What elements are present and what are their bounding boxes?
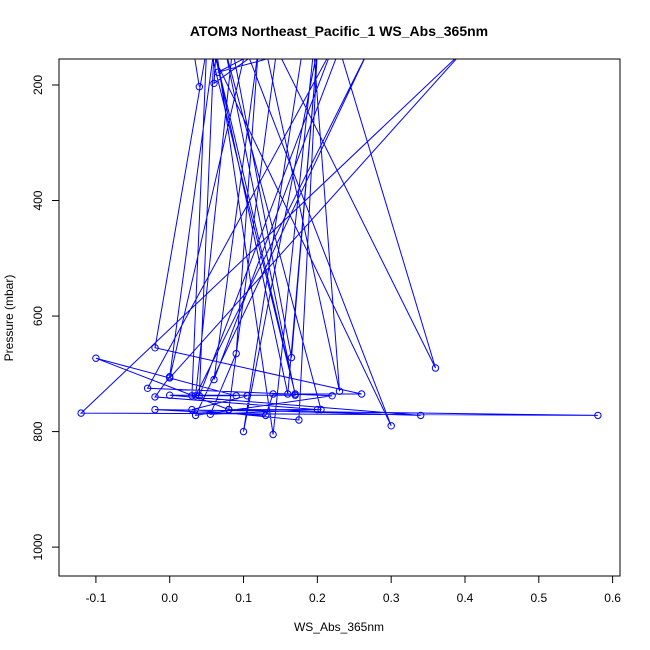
data-point xyxy=(417,411,425,420)
series-layer xyxy=(77,59,602,439)
data-point xyxy=(287,353,296,362)
y-tick-label: 200 xyxy=(31,75,45,95)
data-point xyxy=(284,390,292,398)
data-point xyxy=(232,349,240,358)
data-point xyxy=(313,405,322,414)
x-tick-label: 0.3 xyxy=(383,591,400,605)
data-point xyxy=(328,392,336,400)
data-point xyxy=(357,390,366,398)
data-point xyxy=(166,373,174,381)
data-point xyxy=(92,354,100,362)
data-point xyxy=(191,392,200,400)
series-line xyxy=(79,59,598,435)
y-tick-label: 600 xyxy=(31,306,45,326)
data-point xyxy=(151,405,159,414)
data-point xyxy=(269,390,277,398)
x-tick-label: 0.4 xyxy=(457,591,474,605)
y-axis-label: Pressure (mbar) xyxy=(2,275,16,362)
x-tick-label: -0.1 xyxy=(86,591,107,605)
data-point xyxy=(206,410,215,418)
y-axis: 200 400 600 800 1000 xyxy=(31,75,60,560)
data-point xyxy=(317,405,325,414)
data-point xyxy=(188,405,196,414)
data-point xyxy=(191,411,200,420)
x-tick-label: 0.5 xyxy=(530,591,547,605)
data-point xyxy=(594,411,602,420)
data-point xyxy=(291,391,299,399)
data-point xyxy=(151,344,159,352)
y-tick-label: 1000 xyxy=(31,533,45,560)
data-point xyxy=(387,422,395,430)
data-point xyxy=(232,392,240,400)
data-point xyxy=(295,416,303,424)
data-point xyxy=(151,393,159,401)
data-point xyxy=(225,405,233,414)
x-tick-label: 0.0 xyxy=(161,591,178,605)
x-tick-label: 0.6 xyxy=(604,591,621,605)
y-tick-label: 800 xyxy=(31,421,45,441)
data-point xyxy=(210,79,218,88)
data-point xyxy=(166,391,174,399)
data-point xyxy=(195,392,204,400)
data-point xyxy=(188,392,196,400)
data-point xyxy=(239,427,248,436)
data-point xyxy=(431,364,440,372)
data-point xyxy=(77,409,85,417)
data-point xyxy=(335,387,344,395)
data-point xyxy=(262,411,270,420)
data-point xyxy=(210,375,218,384)
data-point xyxy=(214,68,222,77)
y-tick-label: 400 xyxy=(31,190,45,210)
data-point xyxy=(195,83,204,91)
chart-title: ATOM3 Northeast_Pacific_1 WS_Abs_365nm xyxy=(190,23,488,39)
x-tick-label: 0.2 xyxy=(309,591,326,605)
data-point xyxy=(143,384,152,392)
data-point xyxy=(243,392,251,400)
x-axis-label: WS_Abs_365nm xyxy=(294,620,384,634)
x-tick-label: 0.1 xyxy=(235,591,252,605)
x-axis: -0.1 0.0 0.1 0.2 0.3 0.4 0.5 0.6 xyxy=(86,575,621,605)
data-point xyxy=(269,430,277,439)
